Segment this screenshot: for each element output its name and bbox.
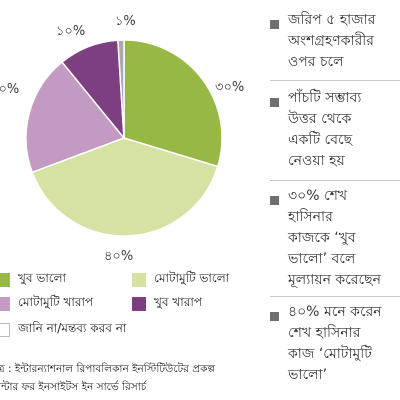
- legend-swatch-no-comment: [0, 323, 10, 337]
- legend-label: মোটামুটি খারাপ: [18, 295, 94, 309]
- legend-label: খুব ভালো: [18, 271, 67, 285]
- legend-item-fairly-good: মোটামুটি ভালো: [132, 268, 229, 292]
- legend-item-very-bad: খুব খারাপ: [132, 292, 202, 316]
- slice-label-no-comment: ১%: [115, 14, 136, 29]
- divider: [270, 80, 400, 81]
- bullet-square-icon: [270, 196, 279, 205]
- slice-fairly-good: [31, 137, 219, 237]
- slice-label-fairly-good: ৪০%: [104, 249, 134, 264]
- source-line-2: সেন্টার ফর ইনসাইটস ইন সার্ভে রিসার্চ: [0, 381, 147, 393]
- legend-swatch-fairly-bad: [0, 297, 10, 311]
- slice-label-fairly-bad: ২০%: [0, 82, 20, 97]
- legend-label: খুব খারাপ: [154, 295, 202, 309]
- legend-swatch-very-bad: [132, 297, 146, 311]
- bullet-square-icon: [270, 98, 279, 107]
- slice-no-comment: [117, 39, 125, 139]
- bullet-text: জরিপ ৫ হাজার অংশগ্রহণকারীর ওপর চলে: [288, 12, 376, 70]
- bullet-square-icon: [270, 312, 279, 321]
- bullet-list: জরিপ ৫ হাজার অংশগ্রহণকারীর ওপর চলে পাঁচট…: [270, 0, 400, 400]
- bullet-text: পাঁচটি সম্ভাব্য উত্তর থেকে একটি বেছে নেও…: [288, 90, 362, 169]
- divider: [270, 180, 400, 181]
- bullet-text: ৪০% মনে করেন শেখ হাসিনার কাজ ‘মোটামুটি ভ…: [288, 304, 382, 383]
- legend-swatch-very-good: [0, 273, 10, 287]
- slice-fairly-bad: [25, 61, 126, 174]
- legend-label: মোটামুটি ভালো: [154, 271, 230, 285]
- pie-chart: [25, 39, 223, 237]
- slice-label-very-good: ৩০%: [215, 80, 245, 95]
- legend-swatch-fairly-good: [132, 273, 146, 287]
- legend-item-fairly-bad: মোটামুটি খারাপ: [0, 292, 93, 316]
- slice-very-good: [123, 39, 223, 168]
- legend-label: জানি না/মন্তব্য করব না: [18, 321, 127, 335]
- divider: [270, 296, 400, 297]
- bullet-text: ৩০% শেখ হাসিনার কাজকে ‘খুব ভালো’ বলে মূল…: [288, 188, 381, 288]
- bullet-square-icon: [270, 20, 279, 29]
- pie-chart-area: ৩০% ৪০% ২০% ১০% ১%: [0, 0, 255, 264]
- legend-item-very-good: খুব ভালো: [0, 268, 66, 292]
- legend-item-no-comment: জানি না/মন্তব্য করব না: [0, 318, 126, 342]
- source-line-1: সূত্র : ইন্টারন্যাশনাল রিপাবলিকান ইনস্টি…: [0, 363, 215, 375]
- slice-label-very-bad: ১০%: [56, 24, 86, 39]
- legend: খুব ভালো মোটামুটি ভালো মোটামুটি খারাপ খু…: [0, 262, 262, 362]
- source-note: সূত্র : ইন্টারন্যাশনাল রিপাবলিকান ইনস্টি…: [0, 360, 260, 396]
